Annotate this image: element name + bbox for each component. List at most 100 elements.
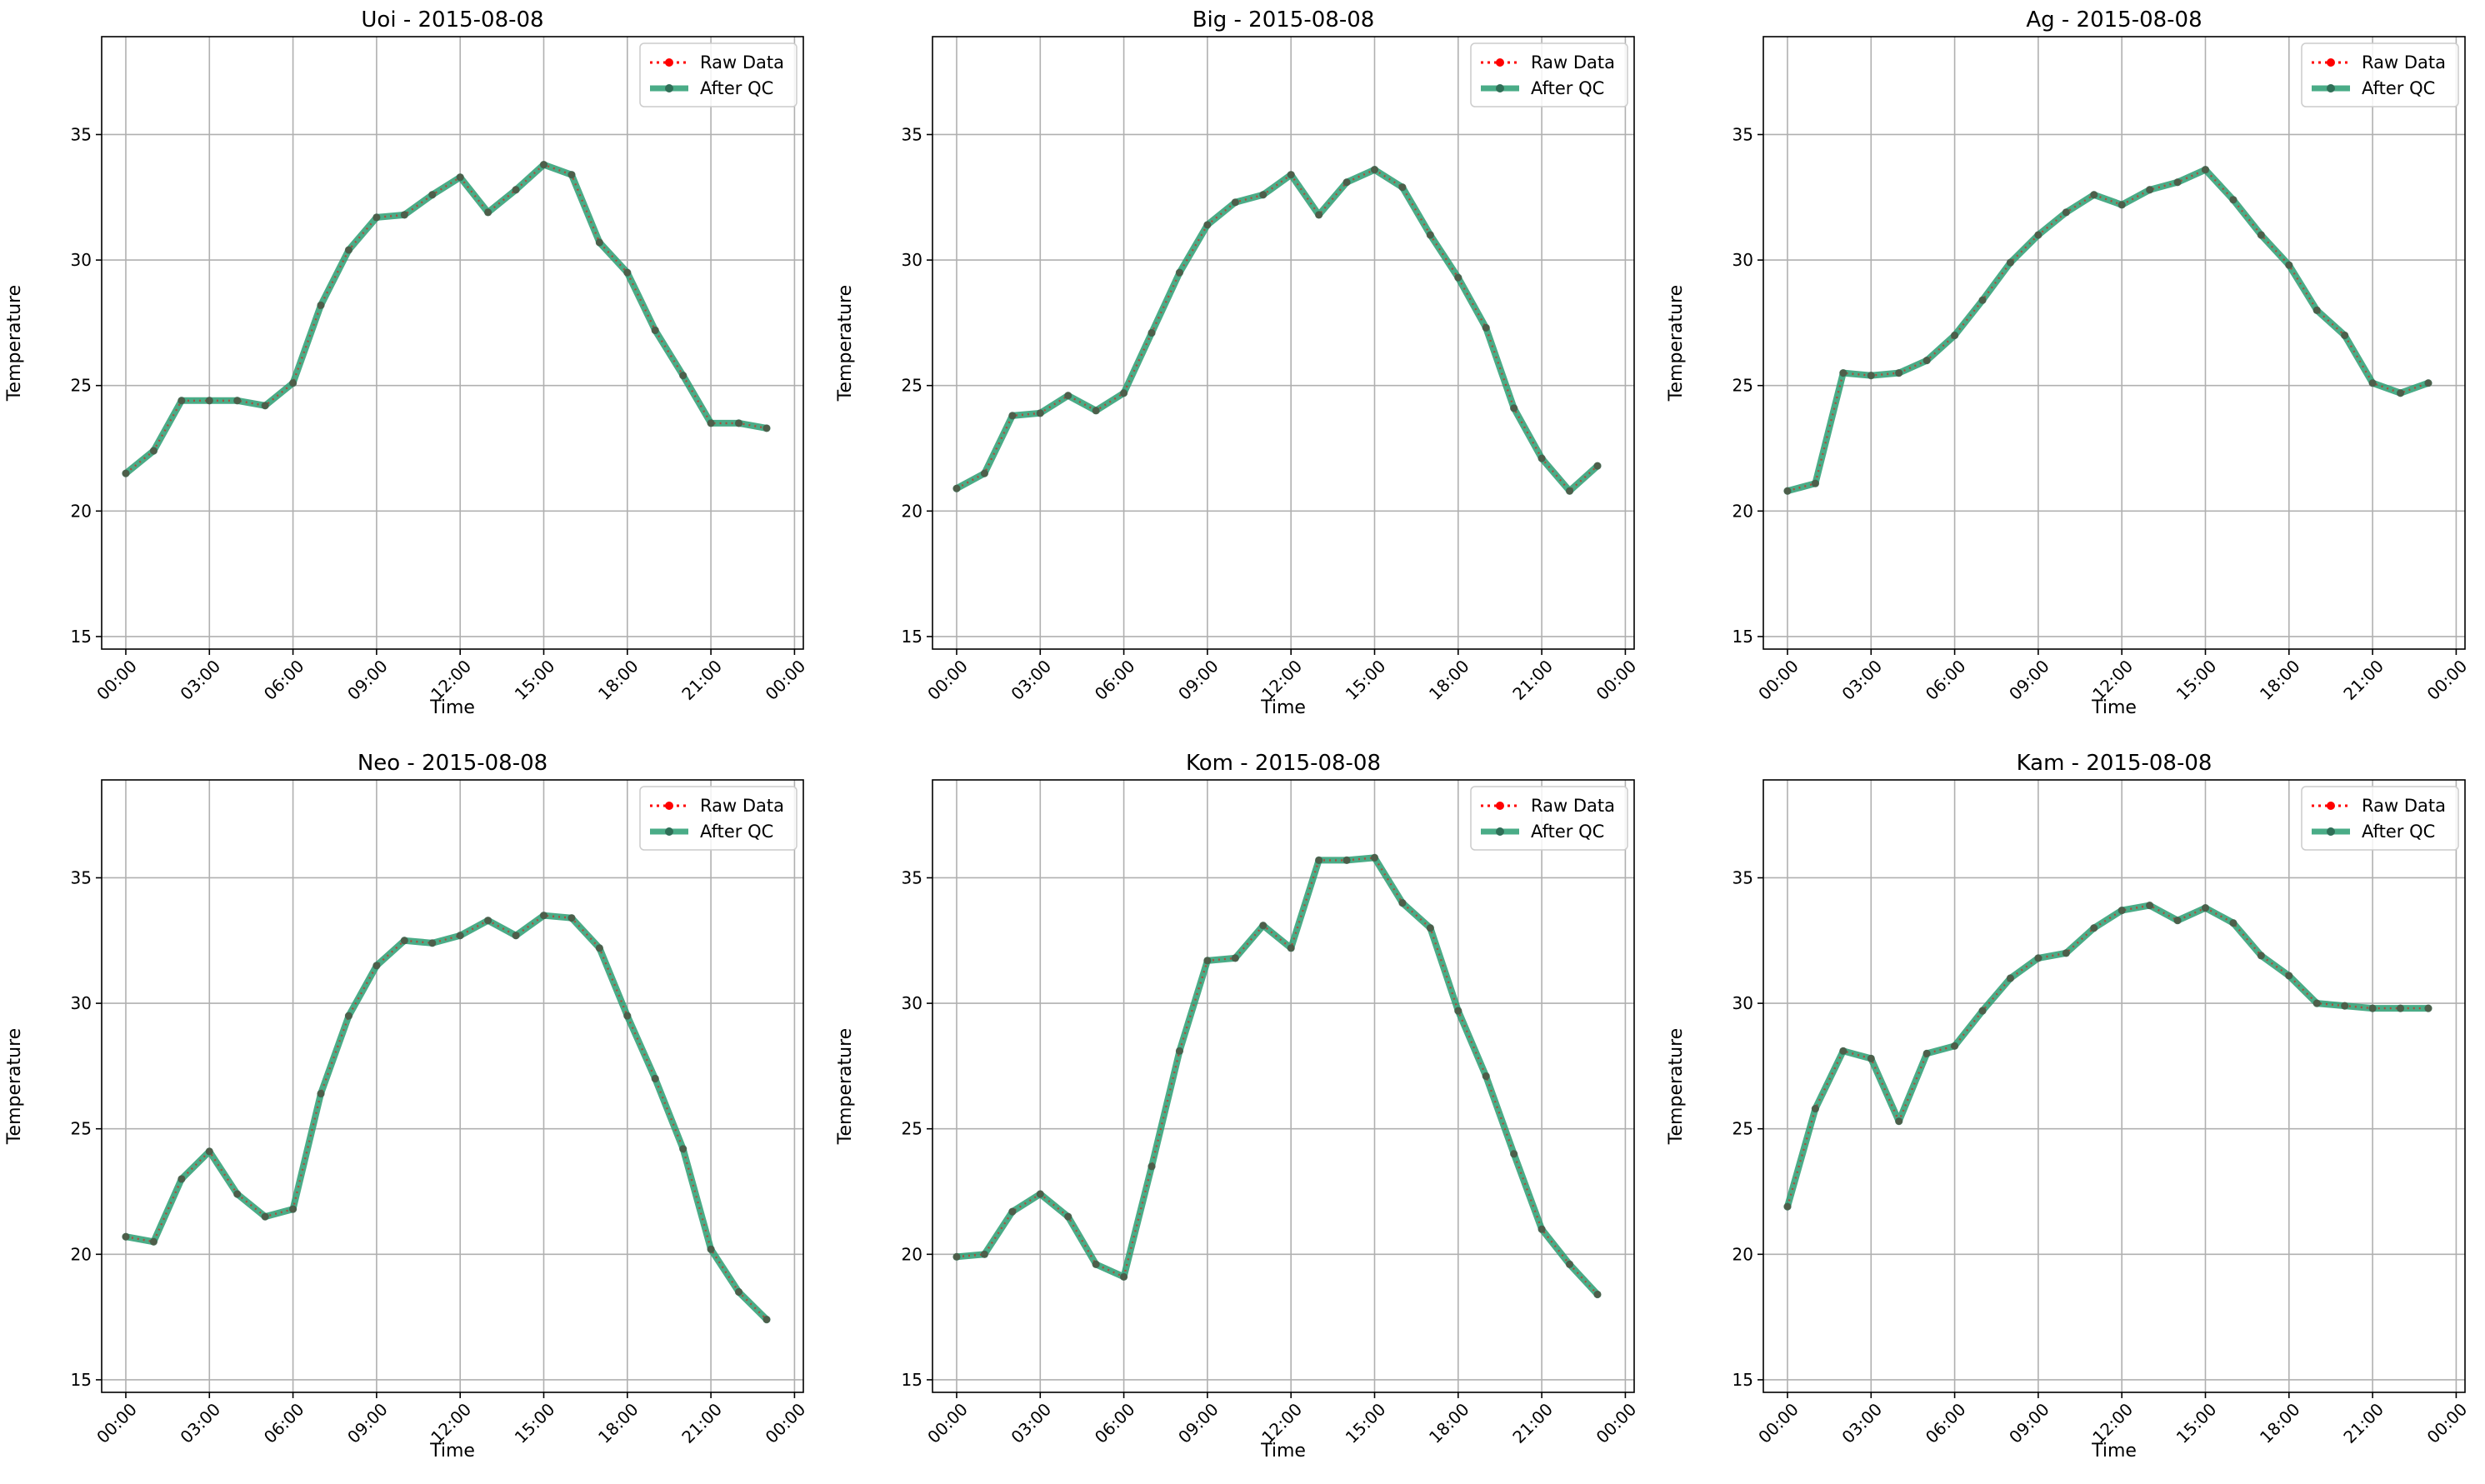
y-tick-label: 25: [71, 1119, 92, 1139]
after-qc-point: [568, 171, 576, 179]
y-tick-label: 35: [71, 124, 92, 144]
after-qc-point: [122, 1232, 130, 1241]
subplot-2: 00:00 03:00 06:00 09:00 12:00 15:00 18:00 21:00…: [1666, 7, 2471, 718]
after-qc-point: [1148, 328, 1156, 337]
y-tick-label: 15: [1732, 627, 1753, 647]
legend: Raw Data After QC: [2301, 42, 2459, 107]
after-qc-point: [1895, 1117, 1903, 1126]
after-qc-point: [1426, 924, 1434, 932]
after-qc-point: [205, 397, 213, 405]
x-tick-label: 00:00: [923, 656, 972, 704]
y-tick-label: 15: [1732, 1370, 1753, 1390]
legend-label-raw-data: Raw Data: [1531, 796, 1615, 816]
series-line-raw-data: [125, 163, 768, 475]
y-tick-label: 30: [71, 250, 92, 270]
x-tick-label: 09:00: [2005, 656, 2053, 704]
after-qc-point: [149, 447, 158, 455]
after-qc-point: [651, 326, 659, 335]
x-tick-label: 06:00: [260, 656, 308, 704]
after-qc-point: [2257, 952, 2265, 960]
after-qc-point: [233, 1190, 242, 1198]
y-tick-label: 15: [902, 627, 922, 647]
series-line-raw-data: [1786, 904, 2428, 1207]
x-tick-label: 03:00: [1007, 1399, 1055, 1447]
after-qc-point: [1867, 1054, 1875, 1062]
after-qc-point: [2424, 1004, 2432, 1012]
x-tick-label: 09:00: [1174, 1399, 1222, 1447]
chart-title: Neo - 2015-08-08: [358, 751, 548, 776]
x-tick-label: 18:00: [2256, 1399, 2304, 1447]
legend-marker-raw-data: [2327, 802, 2335, 810]
legend-marker-raw-data: [665, 802, 673, 810]
after-qc-point: [2312, 306, 2321, 314]
legend-label-after-qc: After QC: [1531, 822, 1604, 842]
y-axis-label: Temperature: [835, 1028, 856, 1145]
x-axis-label: Time: [1260, 1441, 1306, 1462]
x-tick-label: 06:00: [1922, 1399, 1970, 1447]
chart-title: Uoi - 2015-08-08: [361, 7, 543, 32]
after-qc-point: [1839, 369, 1848, 377]
legend-marker-after-qc: [665, 827, 673, 836]
y-tick-label: 30: [1732, 250, 1753, 270]
x-tick-label: 15:00: [511, 656, 559, 704]
after-qc-point: [178, 397, 186, 405]
legend: Raw Data After QC: [1470, 786, 1628, 851]
legend-marker-after-qc: [2327, 827, 2335, 836]
after-qc-point: [372, 213, 381, 222]
after-qc-point: [980, 1250, 989, 1258]
legend-marker-raw-data: [2327, 58, 2335, 67]
legend: Raw Data After QC: [2301, 786, 2459, 851]
legend-label-after-qc: After QC: [2362, 78, 2435, 98]
chart-title: Kom - 2015-08-08: [1186, 751, 1381, 776]
after-qc-point: [2006, 974, 2015, 982]
y-tick-label: 20: [1732, 1244, 1753, 1264]
axes-frame: [1762, 36, 2466, 650]
x-tick-label: 00:00: [1754, 656, 1802, 704]
chart-title: Kam - 2015-08-08: [2017, 751, 2212, 776]
after-qc-point: [2396, 389, 2405, 397]
y-tick-label: 35: [902, 124, 922, 144]
y-tick-label: 20: [71, 501, 92, 521]
series-line-raw-data: [125, 914, 768, 1321]
plot-area: [1763, 37, 2465, 649]
after-qc-point: [400, 937, 408, 945]
after-qc-point: [317, 301, 325, 309]
subplot-3: 00:00 03:00 06:00 09:00 12:00 15:00 18:00 21:00…: [4, 751, 809, 1462]
after-qc-point: [2006, 258, 2015, 267]
after-qc-point: [456, 932, 464, 940]
legend-marker-after-qc: [665, 84, 673, 92]
x-tick-label: 00:00: [92, 1399, 141, 1447]
y-axis-label: Temperature: [4, 1028, 25, 1145]
after-qc-point: [2173, 178, 2182, 187]
after-qc-point: [1008, 1207, 1017, 1216]
after-qc-point: [1148, 1162, 1156, 1171]
after-qc-point: [952, 484, 961, 492]
after-qc-point: [400, 211, 408, 219]
legend-label-after-qc: After QC: [700, 822, 773, 842]
plot-area: [932, 37, 1634, 649]
after-qc-point: [1287, 944, 1295, 952]
after-qc-point: [952, 1252, 961, 1261]
legend-label-raw-data: Raw Data: [700, 796, 784, 816]
after-qc-point: [2201, 904, 2210, 912]
after-qc-point: [1342, 856, 1351, 864]
x-tick-label: 09:00: [1174, 656, 1222, 704]
subplot-1: 00:00 03:00 06:00 09:00 12:00 15:00 18:00 21:00…: [835, 7, 1640, 718]
after-qc-point: [1398, 899, 1407, 907]
after-qc-point: [1370, 853, 1379, 862]
y-tick-label: 30: [1732, 993, 1753, 1013]
after-qc-point: [707, 419, 715, 427]
plot-area: [102, 780, 803, 1392]
after-qc-point: [2424, 379, 2432, 387]
after-qc-point: [122, 469, 130, 477]
y-tick-label: 20: [902, 501, 922, 521]
legend-marker-raw-data: [1496, 58, 1504, 67]
after-qc-point: [2034, 954, 2042, 962]
axes-frame: [101, 36, 804, 650]
y-axis-label: Temperature: [4, 285, 25, 402]
x-tick-label: 18:00: [594, 656, 642, 704]
axes-frame: [932, 779, 1635, 1393]
after-qc-point: [1036, 409, 1044, 417]
after-qc-point: [1287, 171, 1295, 179]
after-qc-point: [2312, 999, 2321, 1007]
